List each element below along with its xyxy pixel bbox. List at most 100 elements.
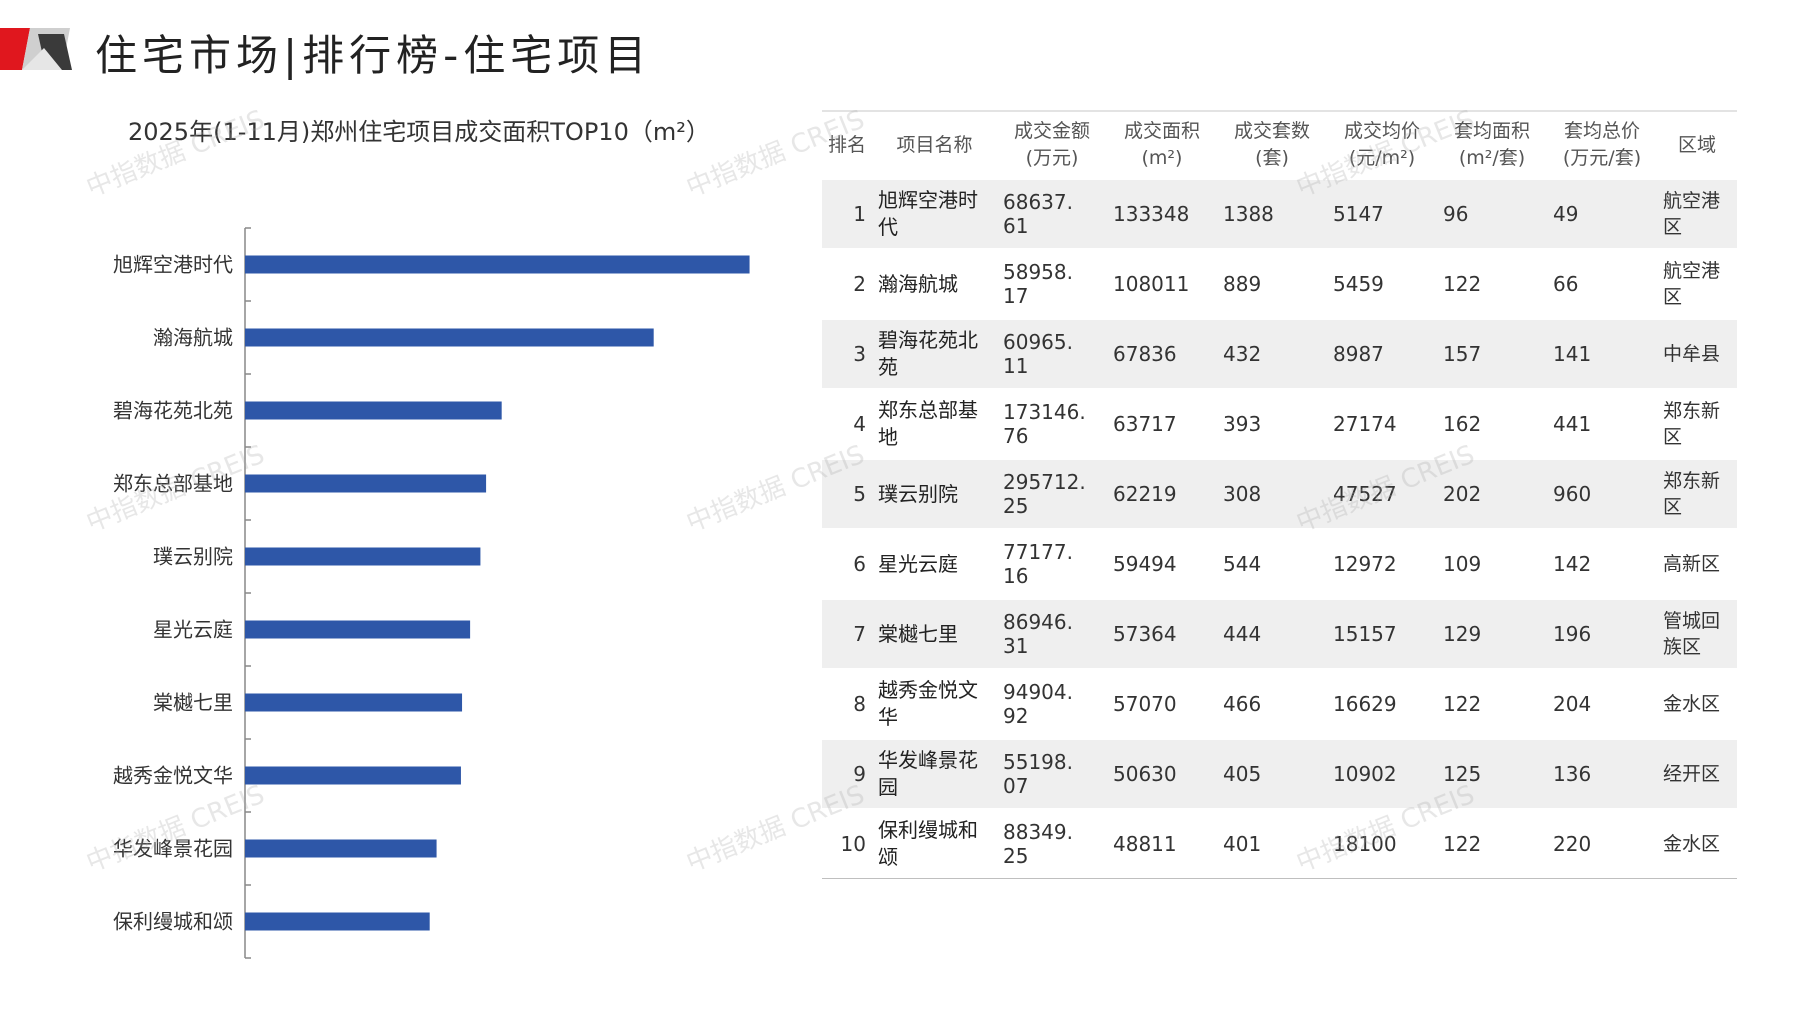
table-cell-area: 108011 [1107,248,1217,319]
bar-chart: 旭辉空港时代瀚海航城碧海花苑北苑郑东总部基地璞云别院星光云庭棠樾七里越秀金悦文华… [113,227,750,959]
category-label: 郑东总部基地 [113,472,233,496]
table-cell-avg-area: 162 [1437,388,1547,459]
table-cell-rank: 8 [822,668,872,739]
table-cell-price: 16629 [1327,668,1437,739]
table-cell-avg-total: 220 [1547,808,1657,879]
table-cell-units: 889 [1217,248,1327,319]
table-cell-district: 金水区 [1657,668,1737,739]
table-row: 7 棠樾七里 86946. 31 57364 444 15157 129 196 管城回族区 [822,598,1737,669]
bar [245,255,750,274]
table-cell-amount: 295712. 25 [997,458,1107,529]
table-cell-price: 47527 [1327,458,1437,529]
table-cell-rank: 2 [822,248,872,319]
table-cell-district: 航空港区 [1657,248,1737,319]
table-cell-units: 444 [1217,598,1327,669]
category-label: 保利缦城和颂 [113,910,233,934]
table-cell-avg-total: 49 [1547,178,1657,249]
table-cell-area: 57070 [1107,668,1217,739]
table-cell-rank: 7 [822,598,872,669]
category-label: 碧海花苑北苑 [113,399,233,423]
table-cell-price: 18100 [1327,808,1437,879]
table-cell-price: 5147 [1327,178,1437,249]
table-cell-units: 432 [1217,318,1327,389]
table-cell-amount: 173146. 76 [997,388,1107,459]
table-cell-amount: 88349. 25 [997,808,1107,879]
category-label: 越秀金悦文华 [113,764,233,788]
table-cell-amount: 77177. 16 [997,528,1107,599]
table-cell-district: 金水区 [1657,808,1737,879]
category-label: 瀚海航城 [153,326,233,350]
table-cell-avg-area: 202 [1437,458,1547,529]
table-cell-price: 8987 [1327,318,1437,389]
bar [245,474,487,493]
table-cell-name: 越秀金悦文华 [872,668,997,739]
table-cell-name: 璞云别院 [872,458,997,529]
table-cell-avg-area: 122 [1437,808,1547,879]
table-cell-avg-total: 142 [1547,528,1657,599]
category-label: 璞云别院 [153,545,233,569]
table-row: 10 保利缦城和颂 88349. 25 48811 401 18100 122 220 金水区 [822,808,1737,879]
table-cell-price: 12972 [1327,528,1437,599]
table-cell-avg-total: 66 [1547,248,1657,319]
table-header-row: 排名 项目名称 成交金额 (万元) 成交面积 (m²) 成交套数 (套) 成交均价 (元/m²) 套… [822,112,1737,179]
table-cell-area: 63717 [1107,388,1217,459]
table-cell-district: 郑东新区 [1657,388,1737,459]
table-cell-units: 401 [1217,808,1327,879]
table-cell-units: 308 [1217,458,1327,529]
table-row: 8 越秀金悦文华 94904. 92 57070 466 16629 122 204 金水区 [822,668,1737,739]
bar [245,401,502,420]
table-cell-units: 466 [1217,668,1327,739]
table-row: 9 华发峰景花园 55198. 07 50630 405 10902 125 136 经开区 [822,738,1737,809]
column-header: 成交面积 (m²) [1123,120,1200,169]
table-cell-name: 郑东总部基地 [872,388,997,459]
table-cell-rank: 4 [822,388,872,459]
bar [245,839,437,858]
table-row: 4 郑东总部基地 173146. 76 63717 393 27174 162 441 郑东新区 [822,388,1737,459]
table-cell-rank: 3 [822,318,872,389]
table-cell-area: 67836 [1107,318,1217,389]
table-cell-rank: 10 [822,808,872,879]
table-cell-amount: 94904. 92 [997,668,1107,739]
table-cell-district: 郑东新区 [1657,458,1737,529]
table-cell-avg-total: 204 [1547,668,1657,739]
table-cell-district: 高新区 [1657,528,1737,599]
table-cell-avg-area: 96 [1437,178,1547,249]
bar [245,693,463,712]
table-cell-avg-total: 960 [1547,458,1657,529]
category-label: 棠樾七里 [153,691,233,715]
table-cell-price: 5459 [1327,248,1437,319]
table-cell-district: 中牟县 [1657,318,1737,389]
table-cell-rank: 6 [822,528,872,599]
category-label: 旭辉空港时代 [113,253,233,277]
table-cell-avg-total: 196 [1547,598,1657,669]
column-header: 套均面积 (m²/套) [1453,120,1530,169]
bar [245,620,471,639]
table-cell-amount: 60965. 11 [997,318,1107,389]
table-cell-name: 保利缦城和颂 [872,808,997,879]
table-cell-area: 59494 [1107,528,1217,599]
table-cell-area: 133348 [1107,178,1217,249]
table-cell-name: 星光云庭 [872,528,997,599]
table-cell-name: 碧海花苑北苑 [872,318,997,389]
column-header: 成交均价 (元/m²) [1343,120,1420,169]
table-cell-avg-total: 441 [1547,388,1657,459]
table-cell-avg-total: 141 [1547,318,1657,389]
table-cell-area: 62219 [1107,458,1217,529]
table-cell-name: 棠樾七里 [872,598,997,669]
category-label: 华发峰景花园 [113,837,233,861]
table-cell-name: 华发峰景花园 [872,738,997,809]
table-cell-avg-area: 157 [1437,318,1547,389]
table-cell-avg-area: 109 [1437,528,1547,599]
column-header: 成交金额 (万元) [1013,120,1090,169]
table-cell-rank: 9 [822,738,872,809]
table-cell-area: 48811 [1107,808,1217,879]
column-header: 排名 [827,133,866,156]
table-cell-avg-area: 125 [1437,738,1547,809]
table-row: 3 碧海花苑北苑 60965. 11 67836 432 8987 157 141 中牟县 [822,318,1737,389]
table-cell-area: 57364 [1107,598,1217,669]
table-cell-avg-area: 122 [1437,668,1547,739]
bar [245,547,481,566]
table-cell-avg-area: 129 [1437,598,1547,669]
table-row: 1 旭辉空港时代 68637. 61 133348 1388 5147 96 49 航空港区 [822,178,1737,249]
table-cell-rank: 5 [822,458,872,529]
